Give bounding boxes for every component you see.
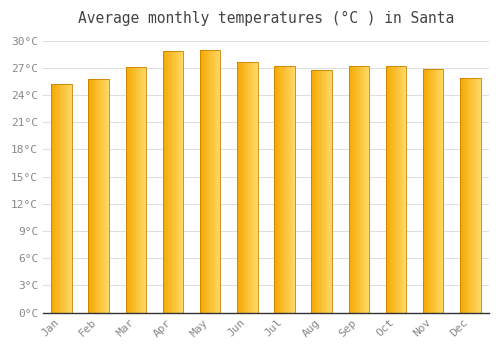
Bar — [163, 51, 184, 313]
Bar — [274, 66, 294, 313]
Bar — [386, 66, 406, 313]
Bar — [88, 79, 109, 313]
Bar — [237, 62, 258, 313]
Bar — [200, 50, 220, 313]
Bar — [423, 69, 444, 313]
Bar — [312, 70, 332, 313]
Bar — [348, 66, 369, 313]
Bar — [126, 67, 146, 313]
Title: Average monthly temperatures (°C ) in Santa: Average monthly temperatures (°C ) in Sa… — [78, 11, 454, 26]
Bar — [52, 84, 72, 313]
Bar — [460, 78, 480, 313]
